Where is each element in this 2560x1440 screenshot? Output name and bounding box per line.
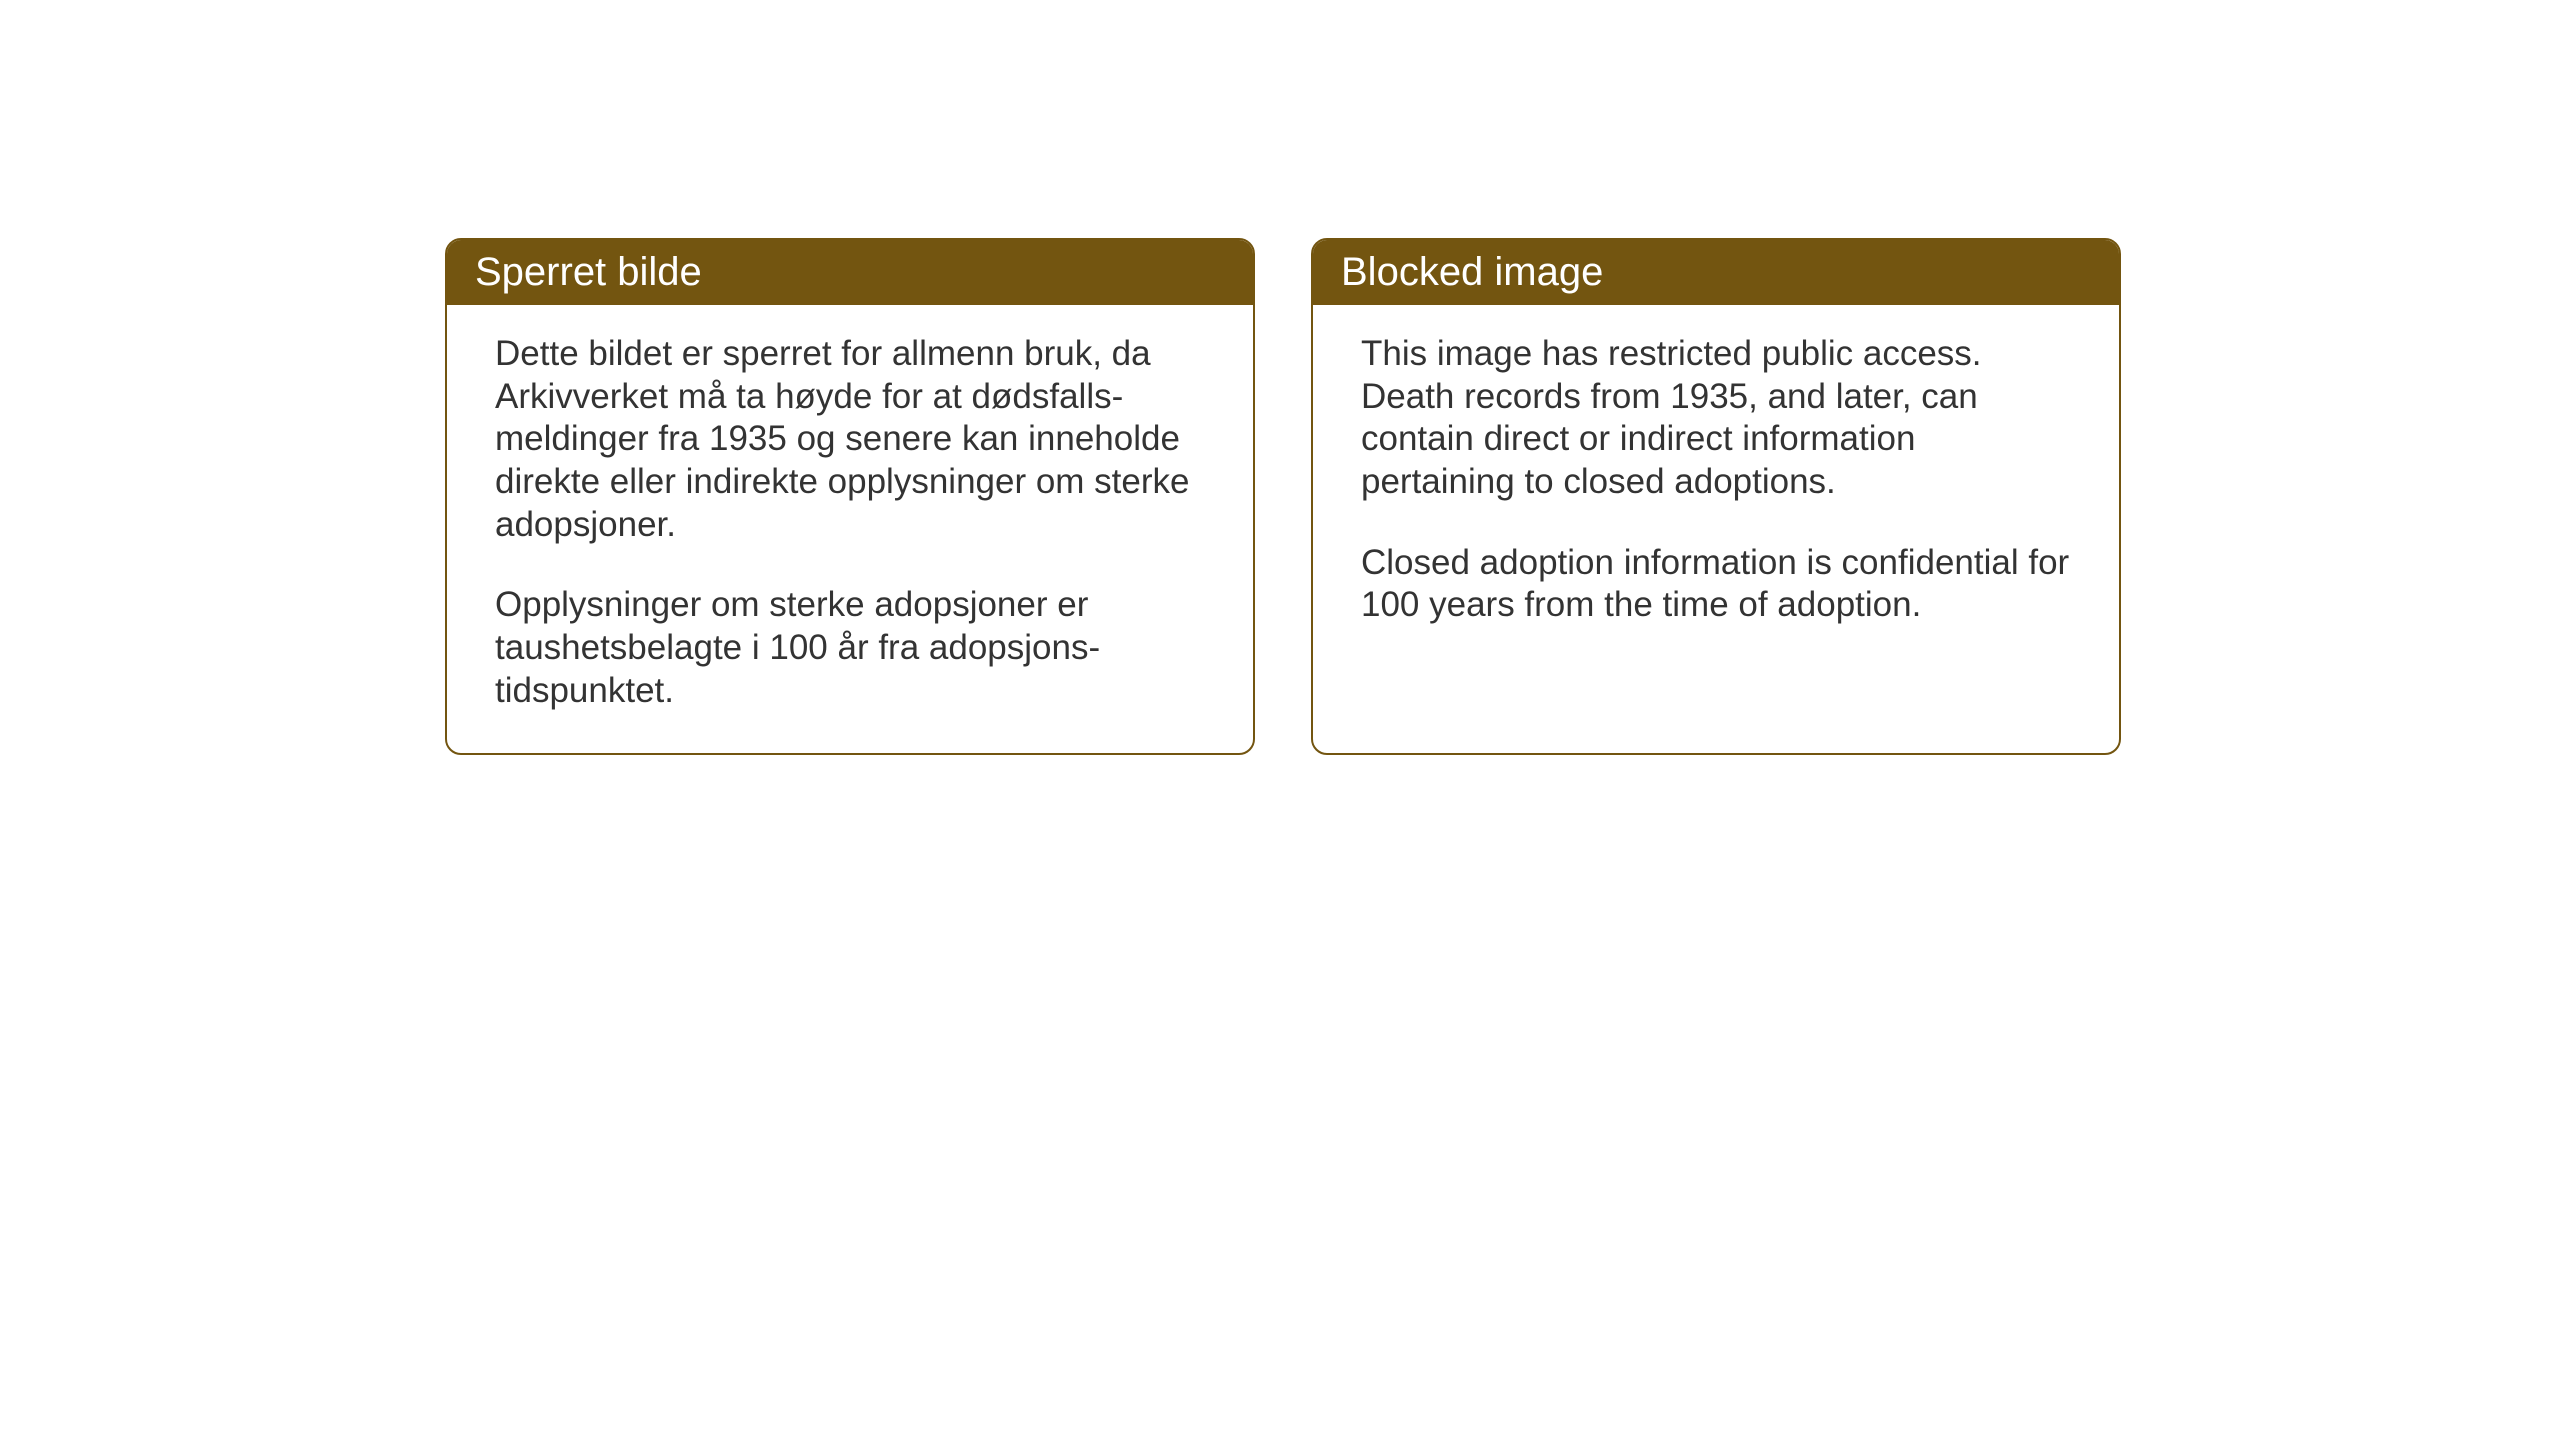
card-title-norwegian: Sperret bilde	[475, 250, 702, 294]
notice-container: Sperret bilde Dette bildet er sperret fo…	[445, 238, 2121, 755]
card-header-norwegian: Sperret bilde	[447, 240, 1253, 305]
card-paragraph-norwegian-1: Dette bildet er sperret for allmenn bruk…	[495, 333, 1205, 546]
card-body-norwegian: Dette bildet er sperret for allmenn bruk…	[447, 305, 1253, 753]
notice-card-english: Blocked image This image has restricted …	[1311, 238, 2121, 755]
card-paragraph-english-2: Closed adoption information is confident…	[1361, 542, 2071, 627]
card-paragraph-norwegian-2: Opplysninger om sterke adopsjoner er tau…	[495, 584, 1205, 712]
card-body-english: This image has restricted public access.…	[1313, 305, 2119, 697]
card-title-english: Blocked image	[1341, 250, 1603, 294]
card-header-english: Blocked image	[1313, 240, 2119, 305]
notice-card-norwegian: Sperret bilde Dette bildet er sperret fo…	[445, 238, 1255, 755]
card-paragraph-english-1: This image has restricted public access.…	[1361, 333, 2071, 504]
